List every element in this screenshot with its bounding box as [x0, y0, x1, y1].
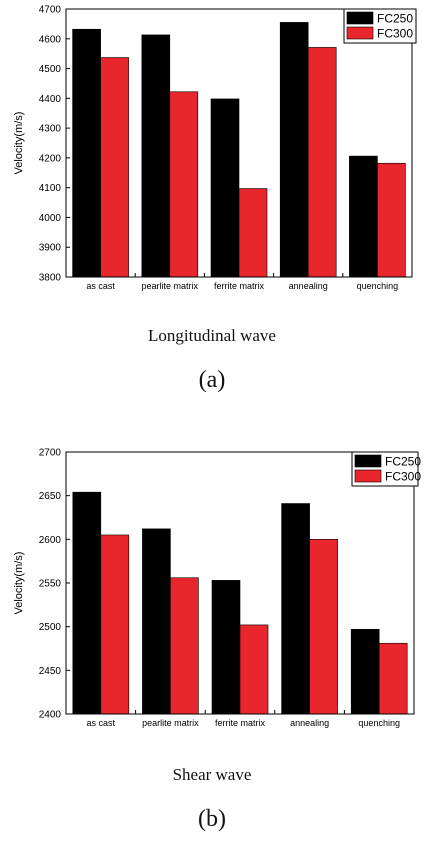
bar-fc300-ferrite-matrix [238, 188, 268, 278]
bar-fc250-as-cast [72, 28, 101, 278]
chart-panel-b: as cast pearlite matrix ferrite matrix anne… [0, 423, 424, 846]
y-tick-label: 4300 [39, 124, 62, 135]
bar-fc300-quenching [378, 642, 408, 715]
bar-chart-longitudinal: as cast pearlite matrix ferrite matrix anne… [13, 5, 417, 291]
legend-label-fc300: FC300 [377, 27, 413, 41]
chart-title: Longitudinal wave [148, 326, 276, 345]
legend-label-fc250: FC250 [385, 455, 421, 469]
bar-fc250-quenching [350, 628, 380, 715]
y-tick-label: 4400 [39, 94, 62, 105]
bar-fc250-as-cast [72, 491, 102, 715]
y-tick-label: 3900 [39, 243, 62, 254]
bar-fc300-quenching [377, 162, 406, 278]
y-tick-label: 4600 [39, 34, 62, 45]
bar-fc300-as-cast [100, 534, 130, 715]
x-tick-label: annealing [289, 281, 328, 291]
chart-panel-a: as cast pearlite matrix ferrite matrix anne… [13, 5, 417, 393]
x-tick-label: quenching [358, 718, 400, 728]
bar-fc250-pearlite-matrix [141, 34, 171, 278]
bar-fc300-pearlite-matrix [169, 91, 199, 278]
bar-fc300-pearlite-matrix [170, 577, 199, 715]
legend-swatch-fc250 [346, 11, 374, 25]
y-axis-label: Velocity(m/s) [13, 552, 25, 615]
x-tick-label: as cast [87, 718, 116, 728]
y-tick-label: 2700 [39, 448, 62, 459]
legend-swatch-fc250 [354, 454, 382, 468]
y-tick-label: 4200 [39, 153, 62, 164]
bar-fc300-ferrite-matrix [239, 624, 269, 715]
y-tick-label: 3800 [39, 273, 62, 284]
y-tick-label: 4700 [39, 5, 62, 16]
bar-fc250-pearlite-matrix [142, 528, 171, 715]
bar-fc250-ferrite-matrix [211, 580, 241, 715]
bar-fc300-as-cast [100, 57, 129, 278]
y-tick-label: 2500 [39, 622, 62, 633]
bar-fc250-annealing [279, 22, 309, 278]
bar-fc300-annealing [307, 47, 337, 278]
y-tick-label: 4500 [39, 64, 62, 75]
y-tick-label: 4000 [39, 213, 62, 224]
panel-label: (b) [198, 806, 226, 832]
y-tick-label: 2600 [39, 535, 62, 546]
bar-fc250-ferrite-matrix [210, 98, 240, 278]
x-tick-label: pearlite matrix [142, 718, 199, 728]
legend-swatch-fc300 [354, 469, 382, 483]
x-tick-label: as cast [86, 281, 115, 291]
y-tick-label: 2550 [39, 579, 62, 590]
x-tick-label: annealing [290, 718, 329, 728]
y-tick-label: 2650 [39, 491, 62, 502]
x-tick-label: ferrite matrix [214, 281, 265, 291]
legend-label-fc250: FC250 [377, 12, 413, 26]
bar-fc250-annealing [281, 503, 310, 715]
plot-frame [65, 8, 413, 278]
bar-fc300-annealing [309, 539, 338, 715]
y-tick-label: 2400 [39, 710, 62, 721]
bar-chart-shear: as cast pearlite matrix ferrite matrix anne… [13, 448, 421, 729]
legend-swatch-fc300 [346, 26, 374, 40]
x-tick-label: quenching [357, 281, 399, 291]
legend-label-fc300: FC300 [385, 470, 421, 484]
x-tick-label: ferrite matrix [215, 718, 266, 728]
y-tick-label: 4100 [39, 183, 62, 194]
y-axis-label: Velocity(m/s) [13, 112, 25, 175]
bar-fc250-quenching [349, 155, 378, 278]
x-tick-label: pearlite matrix [142, 281, 199, 291]
panel-label: (a) [198, 367, 226, 393]
y-tick-label: 2450 [39, 666, 62, 677]
chart-title: Shear wave [172, 765, 252, 784]
